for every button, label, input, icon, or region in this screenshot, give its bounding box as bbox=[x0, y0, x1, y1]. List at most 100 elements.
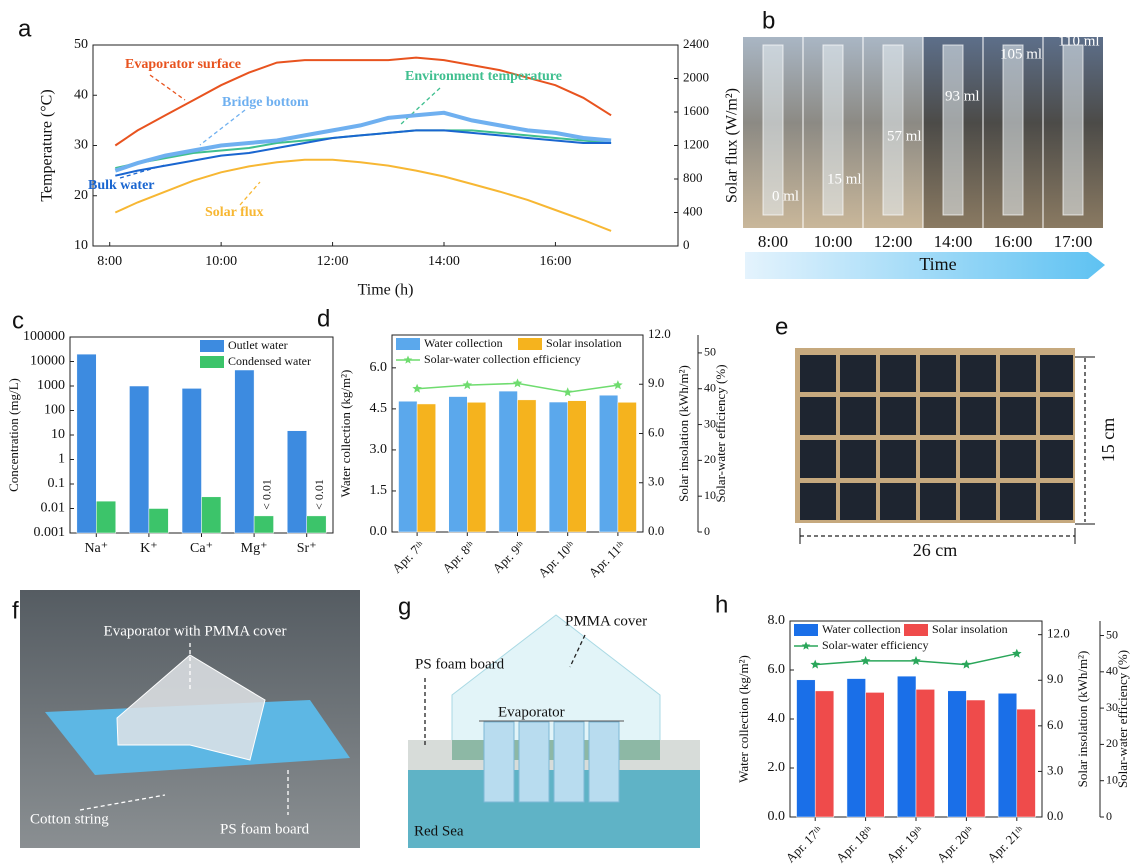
y3-tick-label: 40 bbox=[704, 380, 716, 394]
y2-axis-label: Solar insolation (kWh/m²) bbox=[1075, 651, 1090, 788]
bar bbox=[997, 693, 1018, 818]
y2-tick-label: 9.0 bbox=[1047, 671, 1063, 686]
bar bbox=[129, 385, 150, 534]
y2-tick-label: 1600 bbox=[683, 103, 709, 118]
time-label: 12:00 bbox=[874, 232, 913, 251]
panel-label: g bbox=[398, 593, 411, 620]
bar bbox=[201, 496, 222, 534]
bar bbox=[548, 401, 568, 533]
x-tick-label: Apr. 19ᵗʰ bbox=[883, 823, 926, 866]
time-label: 8:00 bbox=[758, 232, 788, 251]
diagram-g: PMMA cover PS foam board Evaporator Red … bbox=[408, 590, 700, 848]
label: PMMA cover bbox=[565, 613, 647, 629]
marker bbox=[961, 659, 972, 669]
volume-label: 105 ml bbox=[1000, 46, 1042, 62]
bar bbox=[306, 515, 327, 534]
y-tick-label: 100000 bbox=[23, 329, 65, 344]
legend-label: Solar insolation bbox=[546, 336, 622, 350]
bar bbox=[416, 403, 436, 533]
bar bbox=[286, 430, 307, 534]
volume-label: 57 ml bbox=[887, 128, 922, 144]
y2-tick-label: 800 bbox=[683, 170, 703, 185]
y-tick-label: 10 bbox=[74, 238, 88, 253]
bar bbox=[846, 678, 866, 818]
y-tick-label: 100 bbox=[44, 403, 65, 418]
bar bbox=[448, 396, 468, 533]
y-tick-label: 1 bbox=[58, 452, 65, 467]
time-label: 10:00 bbox=[814, 232, 853, 251]
tiles bbox=[800, 355, 1073, 520]
legend-label: Outlet water bbox=[228, 338, 288, 352]
bar bbox=[567, 400, 587, 533]
legend-label: Solar-water efficiency bbox=[822, 638, 928, 652]
y3-tick-label: 10 bbox=[1106, 772, 1118, 786]
bar bbox=[599, 394, 619, 533]
y3-tick-label: 40 bbox=[1106, 664, 1118, 678]
time-label: 16:00 bbox=[994, 232, 1033, 251]
photo-b: 0 ml 15 ml 57 ml 93 ml 105 ml 110 ml 8:0… bbox=[743, 33, 1105, 279]
legend-marker bbox=[403, 355, 413, 364]
x-tick-label: Apr. 11ᵗʰ bbox=[586, 538, 629, 581]
value-label: < 0.01 bbox=[312, 479, 326, 510]
y-tick-label: 0.001 bbox=[34, 525, 66, 540]
y-tick-label: 10 bbox=[51, 427, 65, 442]
y-tick-label: 0.1 bbox=[48, 476, 66, 491]
volume-label: 110 ml bbox=[1058, 33, 1100, 49]
marker bbox=[412, 383, 422, 393]
bar bbox=[796, 679, 816, 818]
x-tick-label: 16:00 bbox=[539, 254, 571, 269]
panel-label: a bbox=[18, 15, 32, 42]
legend-swatch bbox=[200, 340, 224, 352]
y2-tick-label: 12.0 bbox=[1047, 626, 1070, 641]
label: Evaporator bbox=[498, 704, 565, 720]
y-tick-label: 2.0 bbox=[768, 760, 786, 775]
evaporator-units bbox=[483, 721, 620, 803]
x-axis-label: Time (h) bbox=[358, 282, 414, 299]
label: PS foam board bbox=[415, 656, 505, 672]
x-tick-label: Apr. 18ᵗʰ bbox=[833, 823, 876, 866]
series-line bbox=[115, 129, 612, 177]
y3-tick-label: 50 bbox=[704, 345, 716, 359]
y-tick-label: 40 bbox=[74, 87, 88, 102]
marker bbox=[911, 655, 921, 665]
legend-swatch bbox=[904, 624, 928, 636]
x-tick-label: Apr. 17ᵗʰ bbox=[783, 823, 826, 866]
bar bbox=[467, 402, 487, 533]
series-label: Environment temperature bbox=[405, 69, 562, 84]
panel-label: f bbox=[12, 597, 19, 624]
y-tick-label: 1000 bbox=[37, 378, 65, 393]
y-tick-label: 0.01 bbox=[41, 501, 66, 516]
bar bbox=[966, 699, 986, 818]
bar bbox=[398, 400, 418, 533]
x-tick-label: Apr. 10ᵗʰ bbox=[535, 538, 578, 581]
bar bbox=[148, 508, 169, 534]
panel-label: c bbox=[12, 307, 24, 334]
volume-label: 15 ml bbox=[827, 171, 862, 187]
bar bbox=[253, 515, 274, 534]
y3-tick-label: 0 bbox=[1106, 809, 1112, 823]
legend-label: Water collection bbox=[822, 622, 901, 636]
marker bbox=[860, 655, 871, 665]
x-tick-label: Ca⁺ bbox=[190, 541, 213, 556]
time-label: 14:00 bbox=[934, 232, 973, 251]
legend-swatch bbox=[794, 624, 818, 636]
height-label: 15 cm bbox=[1098, 418, 1118, 463]
y-tick-label: 3.0 bbox=[370, 442, 388, 457]
x-tick-label: Sr⁺ bbox=[297, 541, 317, 556]
series-label: Solar flux bbox=[205, 205, 263, 220]
panel-label: d bbox=[317, 305, 330, 332]
x-tick-label: K⁺ bbox=[140, 541, 158, 556]
y-tick-label: 6.0 bbox=[370, 360, 388, 375]
bar bbox=[915, 689, 935, 818]
pointer bbox=[569, 634, 586, 668]
x-tick-label: 10:00 bbox=[205, 254, 237, 269]
y3-tick-label: 20 bbox=[704, 452, 716, 466]
y-tick-label: 8.0 bbox=[768, 613, 786, 628]
legend-label: Solar insolation bbox=[932, 622, 1008, 636]
bar bbox=[617, 402, 637, 533]
y3-tick-label: 20 bbox=[1106, 736, 1118, 750]
bar bbox=[181, 388, 202, 534]
y-axis-label: Water collection (kg/m²) bbox=[736, 655, 751, 783]
legend-label: Solar-water collection efficiency bbox=[424, 352, 581, 366]
